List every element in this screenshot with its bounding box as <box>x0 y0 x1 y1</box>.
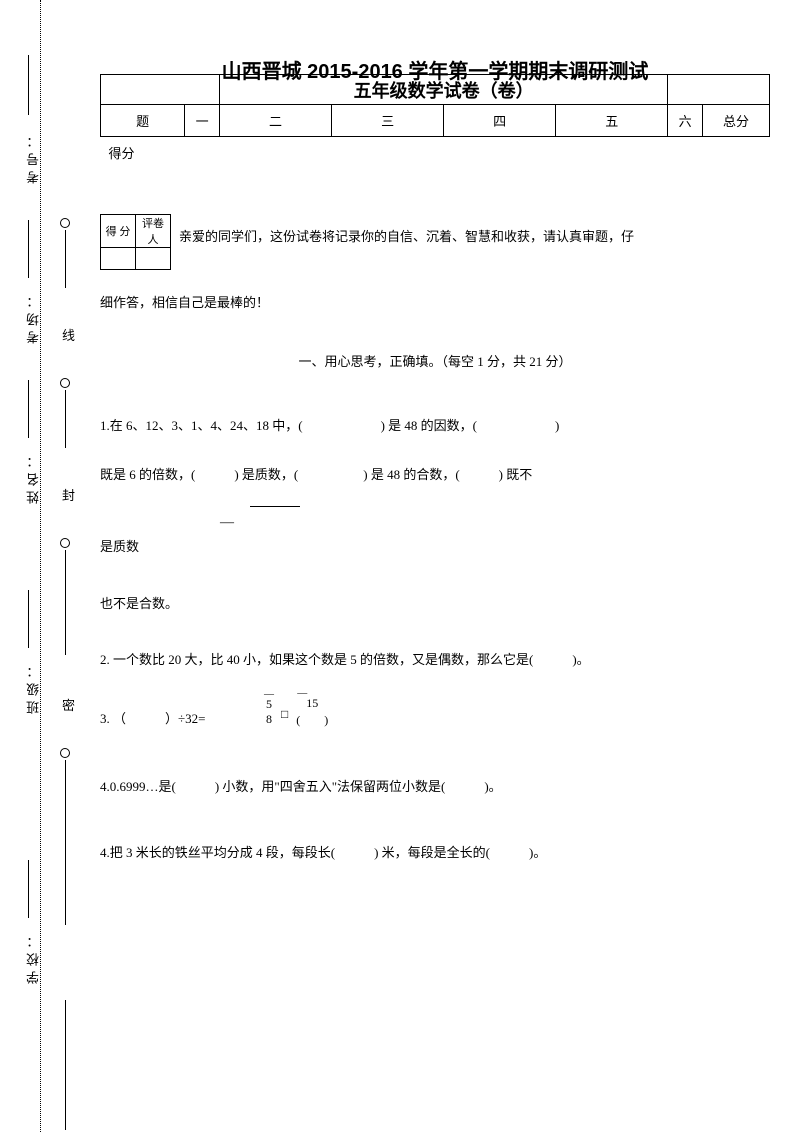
intro-line-1: 亲爱的同学们，这份试卷将记录你的自信、沉着、智慧和收获，请认真审题，仔 <box>100 219 770 255</box>
binding-seg-4 <box>65 760 66 925</box>
small-cell-2: 评卷人 <box>136 214 171 247</box>
col-1: 一 <box>185 105 220 137</box>
binding-seg-3 <box>65 550 66 655</box>
small-empty-1 <box>101 247 136 269</box>
question-4: 4.0.6999…是( ) 小数，用"四舍五入"法保留两位小数是( )。 <box>100 766 770 808</box>
binding-seg-5 <box>65 1000 66 1130</box>
q1-line4: 也不是合数。 <box>100 583 770 625</box>
label-school: 学校： <box>24 930 43 984</box>
small-empty-2 <box>136 247 171 269</box>
col-2: 二 <box>219 105 331 137</box>
table-header-row: 题 一 二 三 四 五 六 总分 <box>101 105 770 137</box>
question-3: 3. （ ）÷32= — 5 8 □ — 15 ( ) <box>100 696 770 741</box>
col-3: 三 <box>332 105 444 137</box>
small-cell-1: 得 分 <box>101 214 136 247</box>
col-label: 题 <box>101 105 185 137</box>
col-6: 六 <box>668 105 703 137</box>
binding-line-2 <box>28 220 29 278</box>
seal-feng: 封 <box>62 485 75 504</box>
binding-line-3 <box>28 380 29 438</box>
grader-table: 得 分评卷人 <box>100 214 171 270</box>
table-score-row: 得分 <box>101 137 770 169</box>
row-label: 得分 <box>101 137 185 169</box>
binding-circle-3 <box>60 538 70 548</box>
seal-mi: 密 <box>62 695 75 714</box>
content-area: 山西晋城 2015-2016 学年第一学期期末调研测试 五年级数学试卷（卷） 题… <box>100 55 770 889</box>
q1-line3: 是质数 <box>100 526 770 568</box>
intro-line-2: 细作答，相信自己是最棒的！ <box>100 285 770 321</box>
col-4: 四 <box>444 105 556 137</box>
q1-line2: 既是 6 的倍数，( ) 是质数，( ) 是 48 的合数，( ) 既不 <box>100 454 770 496</box>
binding-circle-4 <box>60 748 70 758</box>
binding-circle-2 <box>60 378 70 388</box>
binding-line-4 <box>28 590 29 648</box>
question-1: 1.在 6、12、3、1、4、24、18 中，( ) 是 48 的因数，( ) … <box>100 405 770 624</box>
col-5: 五 <box>556 105 668 137</box>
fraction-1: — 5 8 <box>263 697 275 727</box>
col-total: 总分 <box>703 105 770 137</box>
binding-seg-1 <box>65 230 66 288</box>
binding-edge <box>55 0 85 1132</box>
label-number: 考号： <box>24 130 43 184</box>
question-2: 2. 一个数比 20 大，比 40 小，如果这个数是 5 的倍数，又是偶数，那么… <box>100 639 770 681</box>
score-table: 五年级数学试卷（卷） 题 一 二 三 四 五 六 总分 得分 <box>100 74 770 169</box>
binding-line-1 <box>28 55 29 115</box>
q1-line1: 1.在 6、12、3、1、4、24、18 中，( ) 是 48 的因数，( ) <box>100 405 770 447</box>
section-1-title: 一、用心思考，正确填。（每空 1 分，共 21 分） <box>100 351 770 370</box>
binding-circle-1 <box>60 218 70 228</box>
label-class: 班级： <box>24 660 43 714</box>
label-name: 姓名： <box>24 450 43 504</box>
q3-prefix: 3. （ ）÷32= <box>100 708 205 727</box>
fraction-2: — 15 ( ) <box>294 696 330 728</box>
binding-seg-2 <box>65 390 66 448</box>
seal-xian: 线 <box>62 325 75 344</box>
binding-line-5 <box>28 860 29 918</box>
question-5: 4.把 3 米长的铁丝平均分成 4 段，每段长( ) 米，每段是全长的( )。 <box>100 832 770 874</box>
label-room: 考场： <box>24 290 43 344</box>
